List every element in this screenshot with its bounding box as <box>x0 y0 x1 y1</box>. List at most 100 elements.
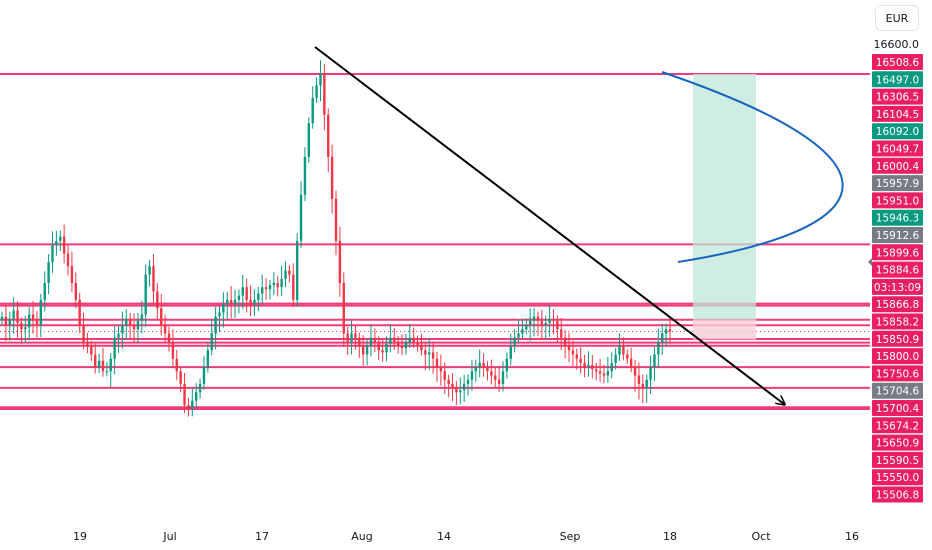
price-badge[interactable]: 03:13:09 <box>872 278 923 295</box>
candle <box>583 354 586 378</box>
candle <box>447 374 450 398</box>
price-badge[interactable]: 15704.6 <box>872 382 923 399</box>
price-badge-label: 15951.0 <box>876 195 919 207</box>
price-badge[interactable]: 15866.8 <box>872 296 923 313</box>
price-badge[interactable]: 16306.5 <box>872 88 923 105</box>
x-tick-label: 18 <box>663 530 677 543</box>
price-badge[interactable]: 16049.7 <box>872 140 923 157</box>
candle <box>128 312 132 339</box>
candle <box>354 324 357 350</box>
price-badge-label: 15700.4 <box>876 403 920 415</box>
candle <box>132 313 136 343</box>
candle <box>315 77 318 104</box>
candle <box>653 346 656 381</box>
candle <box>261 274 264 305</box>
candle <box>16 301 19 338</box>
price-badge[interactable]: 15750.6 <box>872 365 923 382</box>
candle <box>94 343 97 374</box>
price-badge[interactable]: 15650.9 <box>872 434 923 451</box>
candle <box>494 367 497 389</box>
price-badge-label: 15866.8 <box>876 299 919 311</box>
candle <box>567 332 571 363</box>
candle <box>74 272 77 309</box>
candle <box>27 306 31 341</box>
candle <box>540 309 544 340</box>
candle <box>202 355 206 390</box>
profit-zone[interactable] <box>693 74 756 320</box>
candle <box>194 383 198 408</box>
price-badge[interactable]: 15912.6 <box>872 227 923 243</box>
candles <box>0 60 672 417</box>
price-badge-label: 16092.0 <box>876 126 919 138</box>
candle <box>295 233 299 307</box>
candle <box>249 285 252 317</box>
candle <box>610 352 613 379</box>
price-badge[interactable]: 15946.3 <box>872 209 923 226</box>
price-badge[interactable]: 15858.2 <box>872 313 923 330</box>
price-badge[interactable]: 16104.5 <box>872 105 923 122</box>
time-axis[interactable]: 19 Jul 17 Aug 14 Sep 18 Oct 16 <box>73 530 859 543</box>
candle <box>497 365 501 392</box>
price-badge-label: 15957.9 <box>876 178 919 190</box>
candle <box>8 311 11 341</box>
candle <box>358 332 361 358</box>
candle <box>330 144 334 214</box>
candle <box>311 86 314 129</box>
candle <box>136 312 140 343</box>
candle <box>226 291 229 319</box>
candle <box>587 351 590 377</box>
candle <box>299 181 303 248</box>
candle <box>171 329 175 368</box>
price-badge[interactable]: 15700.4 <box>872 400 923 416</box>
candle <box>416 335 419 352</box>
price-badge-label: 16000.4 <box>876 161 920 173</box>
candle <box>404 333 408 355</box>
candle <box>163 314 167 344</box>
price-badge[interactable]: 15951.0 <box>872 192 923 209</box>
price-badge[interactable]: 15884.6 <box>872 261 923 278</box>
price-badge[interactable]: 15674.2 <box>872 417 923 434</box>
candle <box>365 338 369 366</box>
candle <box>62 224 66 264</box>
price-badge-label: 15590.5 <box>876 455 919 467</box>
candle <box>319 60 322 102</box>
price-badge[interactable]: 16508.6 <box>872 54 923 70</box>
candle <box>237 289 241 314</box>
candle <box>327 108 330 172</box>
candle <box>264 278 268 300</box>
candle <box>214 306 217 350</box>
candle <box>602 365 606 384</box>
candle <box>66 245 70 276</box>
price-badge[interactable]: 15550.0 <box>872 469 923 486</box>
candle <box>191 387 194 417</box>
price-badge[interactable]: 16092.0 <box>872 123 923 140</box>
candle <box>486 361 489 381</box>
candle <box>509 333 512 366</box>
candle <box>556 315 559 343</box>
candle <box>412 327 415 348</box>
candle <box>187 397 190 417</box>
trendline-arrow[interactable] <box>314 46 784 404</box>
currency-button[interactable]: EUR <box>875 5 919 31</box>
candle <box>113 326 116 375</box>
candle <box>614 347 617 370</box>
price-badge-label: 15650.9 <box>876 438 919 450</box>
candle <box>462 374 466 403</box>
price-badge[interactable]: 15957.9 <box>872 175 923 192</box>
price-badge[interactable]: 15899.6 <box>872 244 923 261</box>
price-badge[interactable]: 15850.9 <box>872 330 923 347</box>
loss-zone[interactable] <box>693 319 756 340</box>
price-badge[interactable]: 15590.5 <box>872 451 923 468</box>
candle <box>24 315 27 344</box>
price-badge[interactable]: 15800.0 <box>872 348 923 365</box>
price-badge[interactable]: 16497.0 <box>872 71 923 88</box>
candle <box>637 362 641 400</box>
price-badge[interactable]: 16000.4 <box>872 157 923 174</box>
x-tick-label: Oct <box>751 530 771 543</box>
price-badge-label: 15750.6 <box>876 368 920 380</box>
price-axis[interactable]: 16600.0 16508.6 16497.0 16306.5 16104.5 16092… <box>868 38 923 503</box>
curved-path[interactable] <box>661 71 844 263</box>
price-badge[interactable]: 15506.8 <box>872 486 923 503</box>
